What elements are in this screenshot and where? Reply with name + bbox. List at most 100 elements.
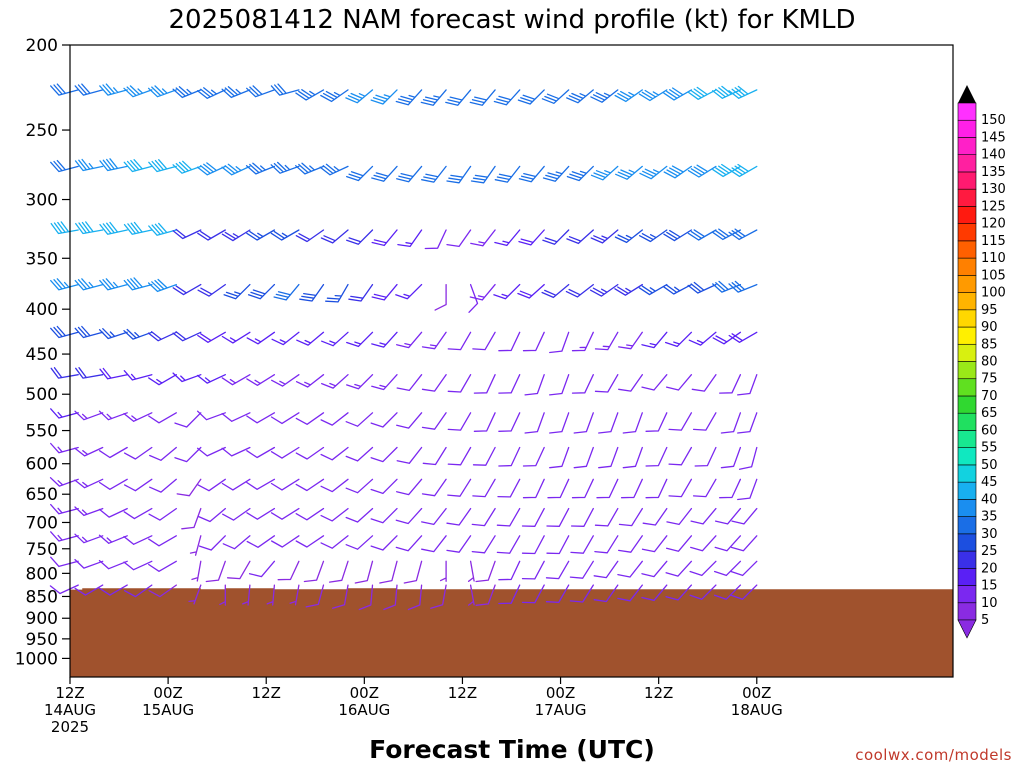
colorbar-tick-label: 70 [981, 389, 998, 404]
wind-barb [396, 478, 423, 496]
wind-barb [614, 283, 643, 296]
wind-barb [395, 507, 423, 525]
colorbar-tick-label: 110 [981, 251, 1006, 266]
wind-barb [123, 478, 153, 492]
wind-barb [395, 283, 423, 300]
wind-barb [475, 584, 496, 606]
wind-barb [198, 535, 226, 551]
wind-barb [590, 229, 619, 244]
wind-barb [346, 374, 374, 390]
wind-barb [74, 506, 104, 517]
wind-barb [570, 535, 594, 554]
colorbar-tick-label: 50 [981, 458, 998, 473]
wind-barb [221, 331, 251, 344]
wind-barb [493, 89, 521, 106]
wind-barb [467, 560, 475, 582]
colorbar-segment [957, 154, 977, 173]
wind-barb [713, 584, 742, 600]
wind-barb [320, 507, 349, 522]
colorbar-segment [957, 395, 977, 414]
wind-barb [148, 222, 177, 236]
y-tick-label: 650 [26, 485, 58, 505]
wind-barb [522, 331, 545, 352]
wind-barb [496, 535, 521, 554]
wind-barb [74, 478, 104, 489]
y-tick-label: 450 [26, 345, 58, 365]
wind-barb [397, 229, 423, 248]
colorbar-segment [957, 412, 977, 431]
wind-barb [219, 584, 226, 606]
wind-barb [728, 228, 758, 241]
wind-barb [639, 165, 668, 180]
colorbar-tick-label: 90 [981, 320, 998, 335]
wind-barb [434, 283, 447, 311]
wind-barb [246, 331, 276, 345]
wind-barb [383, 584, 398, 611]
colorbar-segment [957, 481, 977, 500]
wind-barb [242, 584, 251, 606]
wind-barb [594, 374, 619, 393]
wind-barb [546, 507, 570, 527]
wind-barb [270, 83, 300, 96]
wind-barb [345, 507, 374, 523]
wind-barb [371, 331, 398, 348]
wind-barb [172, 331, 202, 342]
wind-barb [720, 446, 742, 469]
wind-barb [447, 478, 472, 497]
wind-barb [598, 412, 619, 434]
wind-barb [424, 229, 447, 250]
wind-barb [371, 283, 398, 301]
colorbar-tick-label: 140 [981, 148, 1006, 163]
y-tick-label: 500 [26, 385, 58, 405]
wind-barb [614, 229, 643, 244]
wind-barb [728, 163, 758, 178]
wind-barb [74, 278, 104, 291]
wind-barb [370, 507, 398, 524]
wind-barb [593, 584, 619, 603]
wind-barb [149, 446, 177, 461]
wind-barb [221, 163, 251, 176]
wind-barb [549, 446, 570, 469]
wind-barb [223, 283, 251, 300]
wind-barb [174, 446, 202, 463]
colorbar-segment [957, 567, 977, 586]
colorbar-tick-label: 135 [981, 165, 1006, 180]
colorbar-segment [957, 171, 977, 190]
wind-barb [172, 86, 202, 99]
wind-barb [614, 89, 643, 103]
wind-barb [320, 89, 349, 103]
wind-barb [246, 412, 276, 424]
wind-barb [498, 446, 521, 467]
wind-barb [197, 478, 226, 492]
wind-barb [50, 442, 79, 454]
wind-barb [305, 584, 325, 608]
wind-barb [396, 331, 423, 349]
wind-barb [289, 584, 300, 606]
x-tick-label: 12Z [55, 684, 84, 702]
wind-barb [694, 446, 717, 467]
wind-barb [172, 283, 202, 296]
wind-barb [728, 85, 758, 99]
wind-barb [712, 85, 742, 99]
wind-barb [687, 86, 717, 100]
wind-barb [645, 412, 668, 432]
wind-barb [358, 584, 374, 611]
wind-barb [545, 584, 570, 604]
colorbar-tick-label: 120 [981, 217, 1006, 232]
wind-barb [370, 412, 398, 428]
wind-barb [594, 331, 619, 351]
wind-barb [270, 446, 300, 459]
wind-barb [547, 478, 570, 499]
wind-barb [205, 560, 226, 583]
wind-barb [542, 229, 570, 245]
wind-barb [566, 165, 594, 182]
wind-barb [74, 410, 104, 421]
wind-barb [172, 228, 202, 240]
colorbar-segment [957, 378, 977, 397]
colorbar-segment [957, 102, 977, 121]
wind-barb [498, 331, 521, 352]
wind-barb [98, 584, 128, 596]
colorbar-tick-label: 10 [981, 596, 998, 611]
colorbar-segment [957, 188, 977, 207]
wind-barb [346, 165, 374, 182]
